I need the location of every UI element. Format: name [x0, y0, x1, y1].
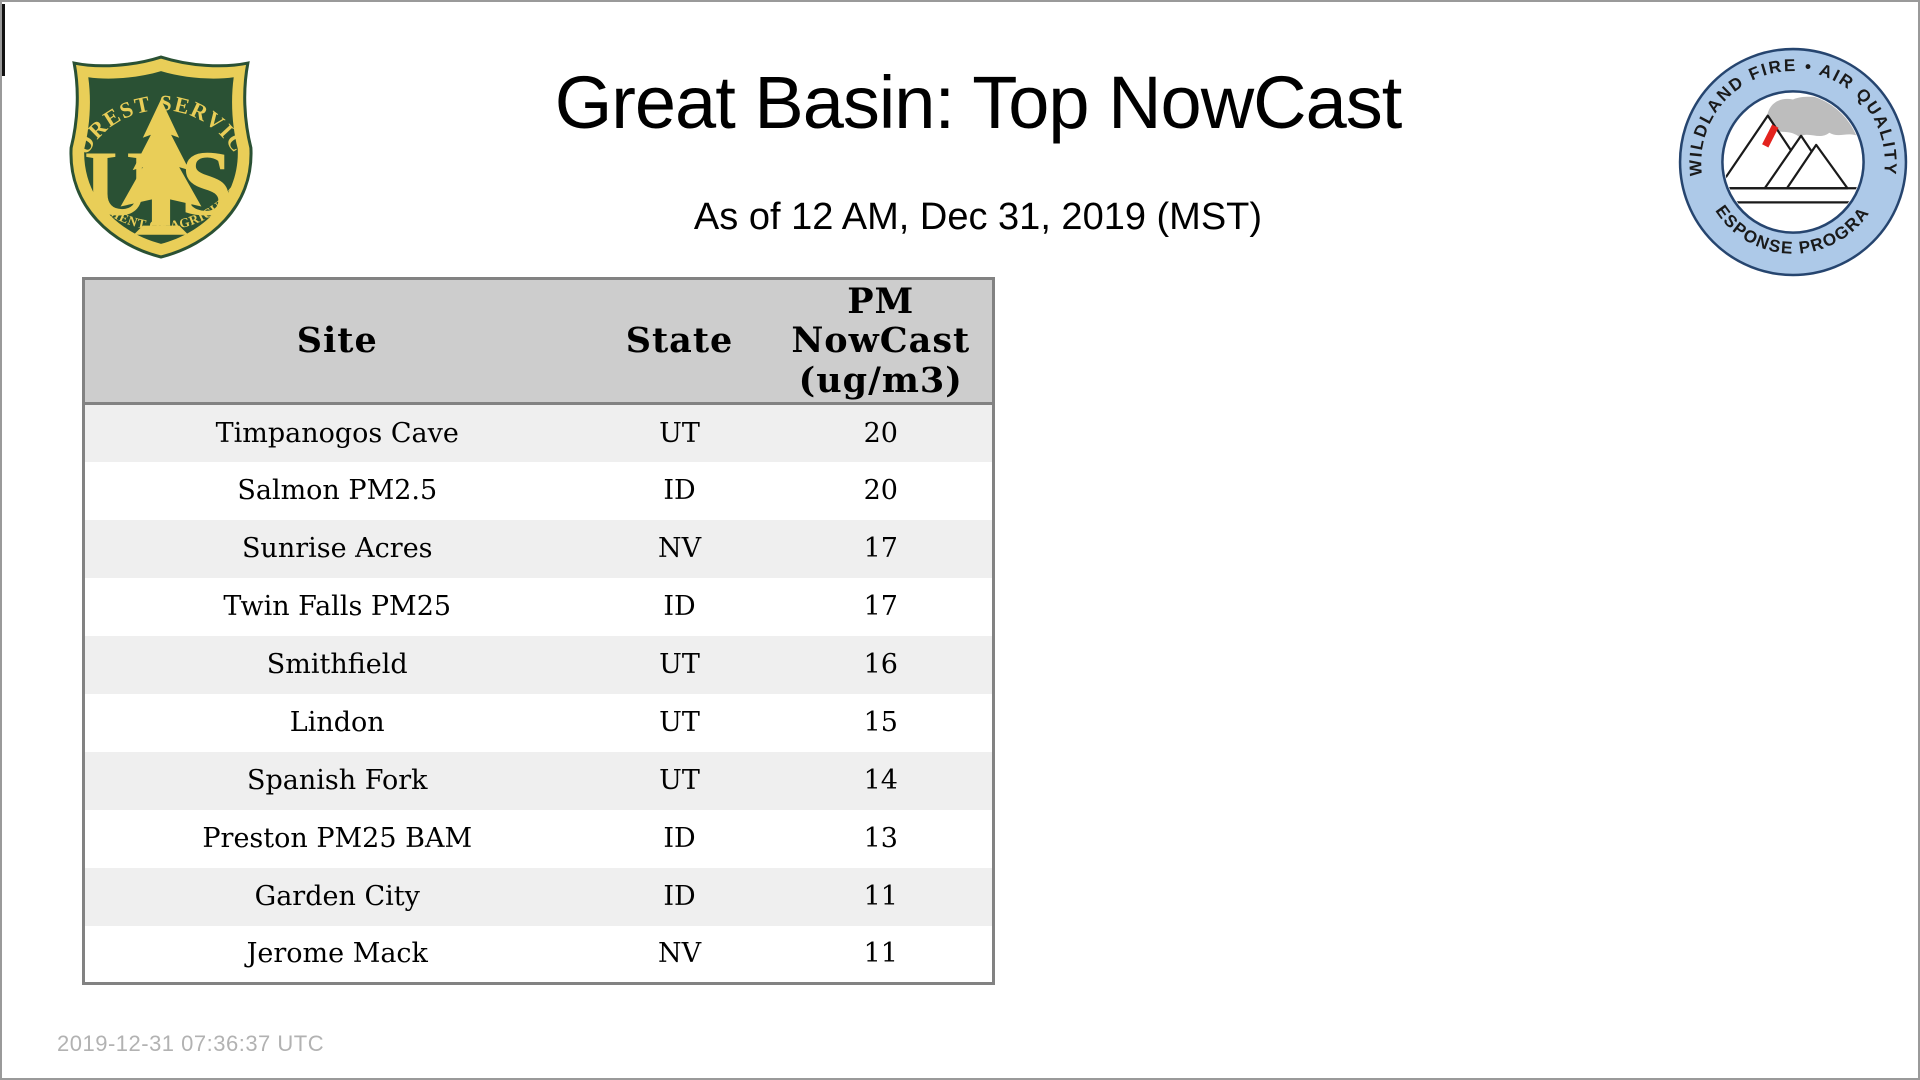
pine-tree-base — [133, 225, 189, 235]
flame-icon — [1762, 124, 1779, 148]
cell-pm: 13 — [863, 823, 898, 854]
cell-pm: 16 — [863, 649, 898, 680]
cell-pm: 11 — [863, 881, 898, 912]
cell-site: Smithfield — [266, 649, 408, 680]
cell-pm: 15 — [863, 707, 898, 738]
cell-state: UT — [659, 417, 700, 449]
cell-state: NV — [657, 938, 702, 970]
table-row: Garden City ID 11 — [83, 867, 994, 926]
fs-monogram-s: S — [181, 133, 233, 236]
cell-state: UT — [659, 765, 700, 796]
air-quality-program-logo: WILDLAND FIRE • AIR QUALITY RESPONSE PRO… — [1674, 42, 1908, 277]
table-wrap: Site State PM NowCast (ug/m3) Timpanogos… — [82, 277, 995, 985]
table-row: Jerome Mack NV 11 — [83, 925, 994, 984]
cell-site: Lindon — [289, 707, 385, 738]
column-header-site: Site — [83, 278, 590, 405]
cell-pm: 17 — [863, 591, 898, 622]
cell-state: ID — [663, 591, 696, 622]
column-header-state: State — [589, 278, 770, 405]
pine-tree-icon — [120, 99, 202, 226]
cell-state: UT — [659, 649, 700, 680]
table-row: Spanish Fork UT 14 — [83, 751, 994, 810]
table-row: Salmon PM2.5 ID 20 — [83, 461, 994, 520]
table-body: Timpanogos Cave UT 20 Salmon PM2.5 ID 20 Sunri… — [83, 403, 994, 984]
cell-site: Timpanogos Cave — [215, 417, 459, 449]
cell-pm: 20 — [863, 475, 898, 506]
cell-pm: 11 — [863, 938, 898, 970]
cell-site: Preston PM25 BAM — [202, 823, 473, 854]
cell-state: ID — [663, 881, 696, 912]
page-title: Great Basin: Top NowCast — [554, 61, 1403, 144]
cell-site: Sunrise Acres — [241, 533, 433, 564]
cell-site: Garden City — [254, 881, 420, 912]
screen-edge-artifact — [2, 4, 5, 76]
table-row: Twin Falls PM25 ID 17 — [83, 577, 994, 636]
cell-pm: 17 — [863, 533, 898, 564]
nowcast-table: Site State PM NowCast (ug/m3) Timpanogos… — [82, 277, 995, 985]
table-header-row: Site State PM NowCast (ug/m3) — [83, 278, 994, 405]
cell-pm: 14 — [863, 765, 898, 796]
table-row: Preston PM25 BAM ID 13 — [83, 809, 994, 868]
footer-timestamp: 2019-12-31 07:36:37 UTC — [57, 1031, 325, 1056]
table-row: Timpanogos Cave UT 20 — [83, 403, 994, 462]
cell-site: Twin Falls PM25 — [223, 591, 452, 622]
cell-state: NV — [657, 533, 702, 564]
cell-state: ID — [663, 823, 696, 854]
table-header: Site State PM NowCast (ug/m3) — [83, 278, 994, 405]
cell-state: UT — [659, 707, 700, 738]
cell-site: Salmon PM2.5 — [237, 475, 438, 506]
cell-pm: 20 — [863, 417, 898, 449]
table-row: Lindon UT 15 — [83, 693, 994, 752]
page-subtitle: As of 12 AM, Dec 31, 2019 (MST) — [693, 196, 1263, 238]
table-row: Sunrise Acres NV 17 — [83, 519, 994, 578]
forest-service-logo: FOREST SERVICE DEPARTMENT OF AGRICULTURE… — [60, 52, 253, 259]
cell-state: ID — [663, 475, 696, 506]
column-header-pm-nowcast: PM NowCast (ug/m3) — [769, 278, 994, 405]
table-row: Smithfield UT 16 — [83, 635, 994, 694]
cell-site: Jerome Mack — [246, 938, 428, 970]
cell-site: Spanish Fork — [246, 765, 428, 796]
